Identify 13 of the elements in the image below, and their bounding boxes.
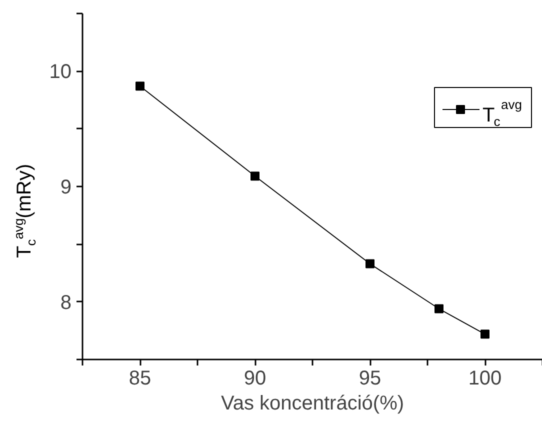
y-tick-label: 9: [60, 176, 72, 198]
y-tick-label: 8: [60, 292, 72, 314]
point: [136, 82, 144, 91]
x-tick-label: 85: [128, 368, 152, 390]
point: [434, 304, 444, 314]
x-tick-label: 95: [358, 368, 382, 390]
point: [480, 330, 490, 339]
x-tick-label: 100: [468, 368, 502, 390]
x-axis-title: Vas koncentráció(%): [220, 392, 404, 414]
x-tick-label: 90: [244, 368, 266, 390]
point: [366, 259, 374, 268]
point: [250, 172, 260, 181]
y-tick-label: 10: [49, 61, 72, 84]
